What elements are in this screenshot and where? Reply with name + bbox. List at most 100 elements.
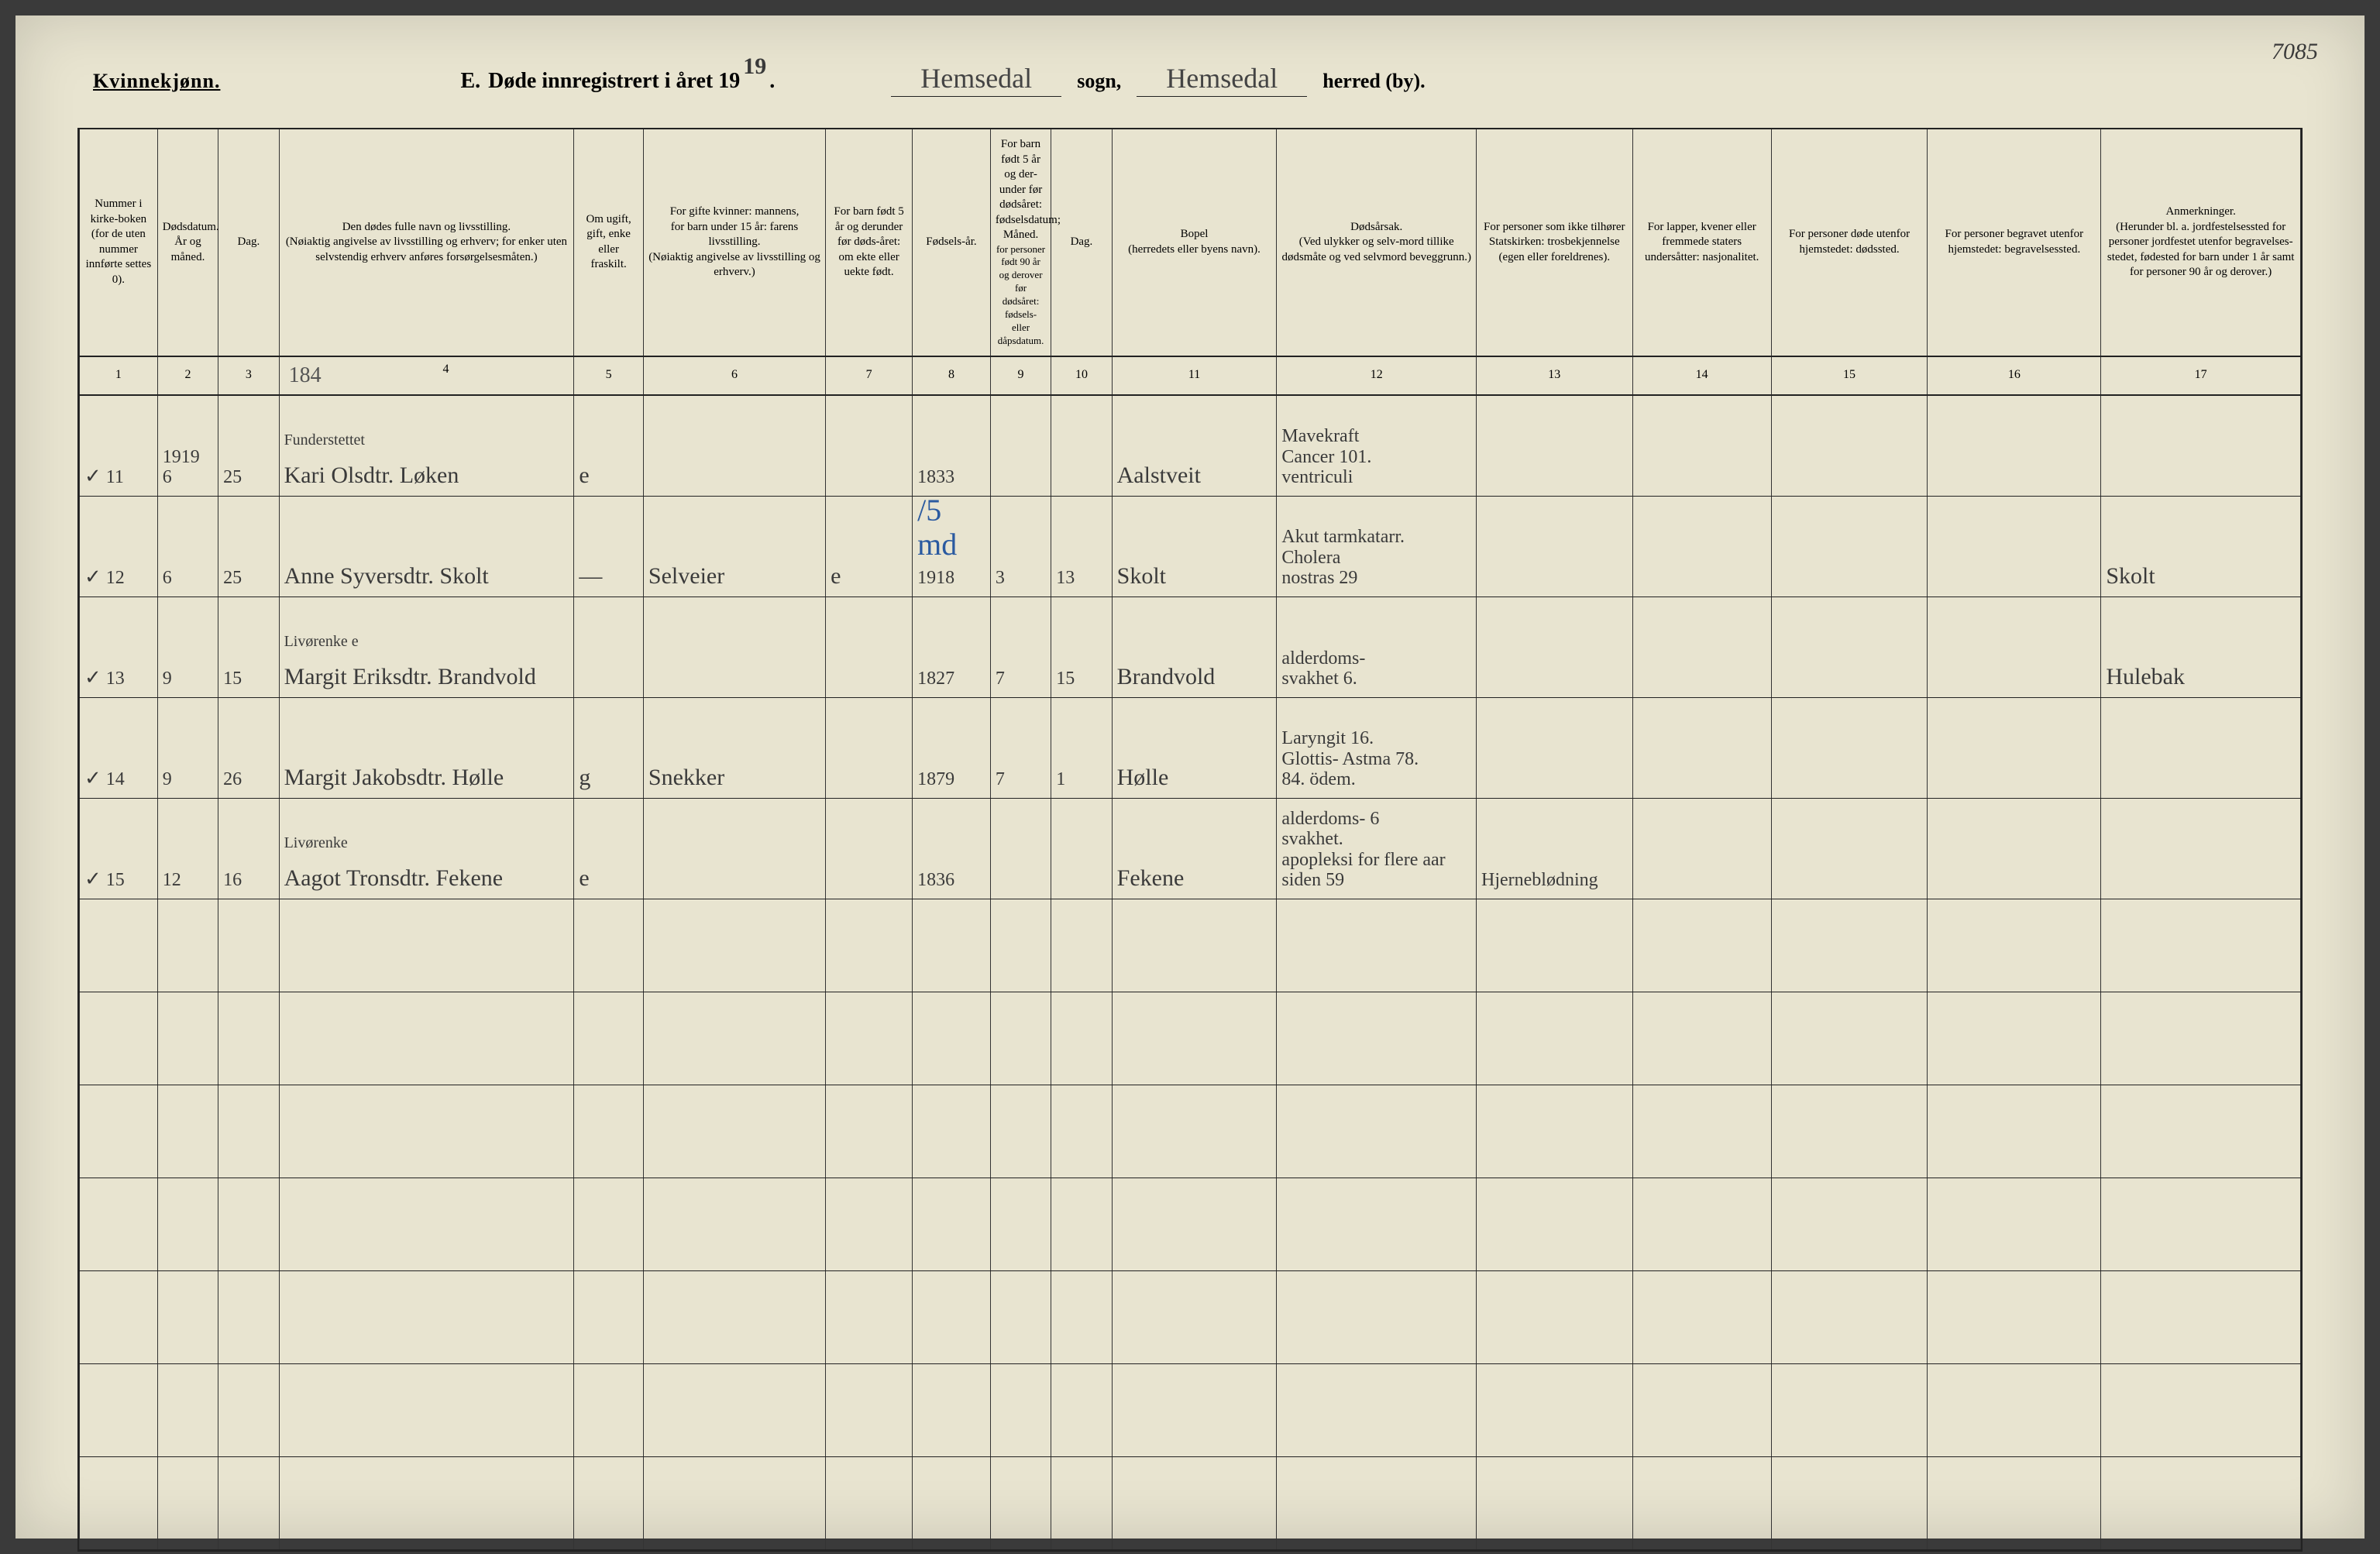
cell (1051, 899, 1112, 992)
cell (643, 1178, 825, 1270)
col-number: 7 (826, 356, 913, 395)
table-row (80, 1456, 2301, 1549)
cell (990, 899, 1051, 992)
col-number: 14 (1632, 356, 1771, 395)
cell (1477, 395, 1633, 496)
col-header: For personer som ikke tilhører Statskirk… (1477, 129, 1633, 356)
col-header: Dag. (1051, 129, 1112, 356)
cell (1112, 1270, 1277, 1363)
cell (574, 1085, 644, 1178)
cell (279, 1363, 574, 1456)
cell (1771, 1178, 1928, 1270)
cell (1928, 697, 2101, 798)
cell (1928, 1178, 2101, 1270)
cell (1928, 1085, 2101, 1178)
cell (1928, 899, 2101, 992)
cell (574, 1456, 644, 1549)
cell: Selveier (643, 496, 825, 597)
corner-page-number: 7085 (2272, 39, 2318, 64)
cell: Hølle (1112, 697, 1277, 798)
cell: 9 (157, 697, 218, 798)
table-row: ✓ 13915Livørenke eMargit Eriksdtr. Brand… (80, 597, 2301, 697)
title-block: E. Døde innregistrert i året 1919. (460, 67, 775, 94)
cell (1928, 1456, 2101, 1549)
cell (279, 992, 574, 1085)
cell (2101, 395, 2301, 496)
cell (1051, 1456, 1112, 1549)
section-letter: E. (460, 69, 480, 94)
cell (1632, 798, 1771, 899)
cell (279, 1085, 574, 1178)
cell (1632, 1178, 1771, 1270)
cell: /5 md1918 (913, 496, 991, 597)
cell (826, 798, 913, 899)
col-number: 6 (643, 356, 825, 395)
cell (1771, 1456, 1928, 1549)
cell (157, 1085, 218, 1178)
cell (1632, 899, 1771, 992)
cell: ✓ 13 (80, 597, 158, 697)
table-row (80, 1363, 2301, 1456)
cell (1477, 1363, 1633, 1456)
cell: e (574, 798, 644, 899)
cell (643, 798, 825, 899)
cell (990, 1178, 1051, 1270)
cell: Skolt (2101, 496, 2301, 597)
cell (1771, 798, 1928, 899)
cell (157, 992, 218, 1085)
cell (990, 1363, 1051, 1456)
col-number: 3 (218, 356, 279, 395)
col-header: Den dødes fulle navn og livsstilling.(Nø… (279, 129, 574, 356)
cell: ✓ 12 (80, 496, 158, 597)
cell (2101, 899, 2301, 992)
cell (1632, 992, 1771, 1085)
cell (574, 1363, 644, 1456)
cell: Snekker (643, 697, 825, 798)
cell (1277, 1085, 1477, 1178)
cell: alderdoms-svakhet 6. (1277, 597, 1477, 697)
table-row: ✓ 111919625FunderstettetKari Olsdtr. Løk… (80, 395, 2301, 496)
col-header: For gifte kvinner: mannens,for barn unde… (643, 129, 825, 356)
cell (80, 899, 158, 992)
cell (2101, 697, 2301, 798)
cell: Laryngit 16.Glottis- Astma 78.84. ödem. (1277, 697, 1477, 798)
cell (157, 1178, 218, 1270)
cell (913, 992, 991, 1085)
cell: FunderstettetKari Olsdtr. Løken (279, 395, 574, 496)
cell (913, 1456, 991, 1549)
col-number: 11 (1112, 356, 1277, 395)
gender-label: Kvinnekjønn. (93, 70, 220, 93)
cell (913, 1270, 991, 1363)
cell (1928, 597, 2101, 697)
col-header: For lapper, kvener eller fremmede stater… (1632, 129, 1771, 356)
cell (80, 1085, 158, 1178)
cell: 1 (1051, 697, 1112, 798)
cell: Aalstveit (1112, 395, 1277, 496)
cell (1632, 697, 1771, 798)
cell (1277, 992, 1477, 1085)
cell (1771, 597, 1928, 697)
cell (2101, 1456, 2301, 1549)
cell (1277, 1363, 1477, 1456)
cell: 12 (157, 798, 218, 899)
col-header: For barn født 5 år og derunder før døds-… (826, 129, 913, 356)
cell (990, 992, 1051, 1085)
cell (1277, 1178, 1477, 1270)
cell: alderdoms- 6svakhet.apopleksi for flere … (1277, 798, 1477, 899)
cell (1771, 1363, 1928, 1456)
table-row (80, 1178, 2301, 1270)
cell (643, 1085, 825, 1178)
year-handwritten: 19 (743, 53, 766, 79)
col-number: 5 (574, 356, 644, 395)
sogn-line: Hemsedal sogn, Hemsedal herred (by). (891, 62, 1425, 97)
col-header: Anmerkninger.(Herunder bl. a. jordfestel… (2101, 129, 2301, 356)
cell (2101, 1363, 2301, 1456)
cell: 7 (990, 697, 1051, 798)
col-header: For personer døde utenfor hjemstedet: dø… (1771, 129, 1928, 356)
cell (1477, 697, 1633, 798)
cell (826, 899, 913, 992)
cell (80, 992, 158, 1085)
cell (1771, 992, 1928, 1085)
cell (2101, 1178, 2301, 1270)
sogn-label: sogn, (1077, 70, 1121, 93)
